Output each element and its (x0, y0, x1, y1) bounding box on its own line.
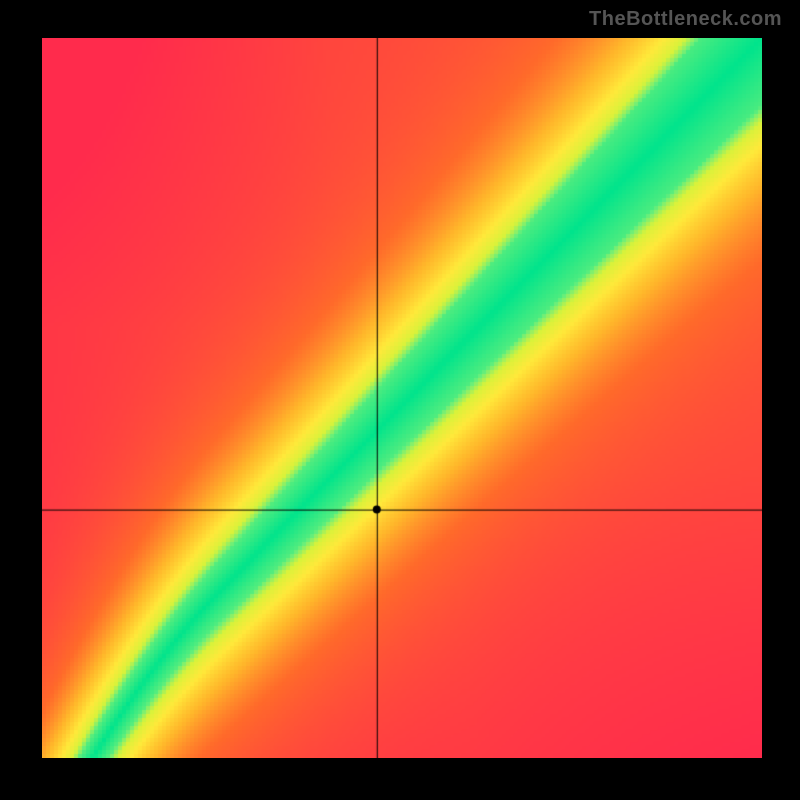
chart-container: TheBottleneck.com (0, 0, 800, 800)
watermark-text: TheBottleneck.com (589, 8, 782, 31)
heatmap-canvas (42, 38, 762, 758)
heatmap-plot (42, 38, 762, 758)
